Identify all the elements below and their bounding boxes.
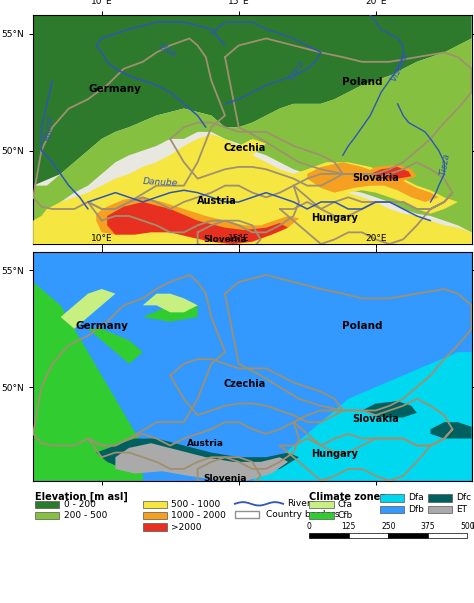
Text: Cfb: Cfb <box>338 511 353 520</box>
Polygon shape <box>33 139 472 244</box>
Text: >2000: >2000 <box>171 523 202 531</box>
Polygon shape <box>115 443 288 481</box>
Bar <box>428 494 452 502</box>
Bar <box>143 501 167 508</box>
Polygon shape <box>107 202 288 244</box>
Polygon shape <box>33 15 472 186</box>
Text: Elevation [m asl]: Elevation [m asl] <box>36 491 128 502</box>
Polygon shape <box>74 329 143 364</box>
Polygon shape <box>96 438 299 481</box>
Bar <box>428 505 452 513</box>
Bar <box>310 533 349 538</box>
Text: Elbe: Elbe <box>156 42 178 59</box>
Polygon shape <box>307 162 439 202</box>
Polygon shape <box>293 162 458 213</box>
Polygon shape <box>96 197 299 244</box>
Polygon shape <box>362 165 417 183</box>
Polygon shape <box>143 294 198 312</box>
Text: 200 - 500: 200 - 500 <box>64 511 107 520</box>
Text: Cfa: Cfa <box>338 500 353 509</box>
Polygon shape <box>370 167 411 178</box>
Polygon shape <box>33 39 472 232</box>
Text: Danube: Danube <box>143 177 178 188</box>
Bar <box>310 501 334 508</box>
Text: Slovakia: Slovakia <box>352 173 399 183</box>
Text: 125: 125 <box>342 522 356 531</box>
Text: 1000 - 2000: 1000 - 2000 <box>171 511 226 520</box>
Bar <box>428 533 467 538</box>
Polygon shape <box>33 251 472 481</box>
Text: Dfc: Dfc <box>456 493 472 502</box>
Text: Poland: Poland <box>342 321 382 330</box>
Text: Austria: Austria <box>197 197 237 206</box>
Bar <box>36 512 60 519</box>
Bar <box>380 505 404 513</box>
Bar <box>388 533 428 538</box>
Polygon shape <box>362 401 417 417</box>
Text: Slovenia: Slovenia <box>203 473 247 482</box>
Polygon shape <box>156 134 266 174</box>
Text: Vistula: Vistula <box>390 51 410 83</box>
Bar <box>310 512 334 519</box>
Text: Czechia: Czechia <box>223 379 265 389</box>
Text: Poland: Poland <box>342 77 382 87</box>
Polygon shape <box>33 15 472 244</box>
Text: Slovakia: Slovakia <box>352 414 399 424</box>
Text: Slovenia: Slovenia <box>203 235 247 244</box>
Bar <box>380 494 404 502</box>
Bar <box>143 523 167 531</box>
Text: Climate zones: Climate zones <box>310 491 386 502</box>
Polygon shape <box>33 282 143 481</box>
Polygon shape <box>88 191 307 242</box>
Text: 0: 0 <box>307 522 312 531</box>
Text: Hungary: Hungary <box>311 213 358 223</box>
Text: Odra: Odra <box>288 59 307 83</box>
Polygon shape <box>252 352 472 481</box>
Polygon shape <box>61 289 115 329</box>
Text: km: km <box>472 522 474 531</box>
Text: 250: 250 <box>381 522 396 531</box>
Bar <box>235 511 259 519</box>
Bar <box>349 533 388 538</box>
Text: 500 - 1000: 500 - 1000 <box>171 500 220 509</box>
Polygon shape <box>430 422 472 438</box>
Bar <box>143 512 167 519</box>
Text: 0 - 200: 0 - 200 <box>64 500 96 509</box>
Text: Country borders: Country borders <box>265 510 339 519</box>
Text: Germany: Germany <box>75 321 128 330</box>
Text: 375: 375 <box>420 522 435 531</box>
Text: 500: 500 <box>460 522 474 531</box>
Text: ET: ET <box>456 505 467 514</box>
Text: Austria: Austria <box>187 438 224 447</box>
Text: Czechia: Czechia <box>223 142 265 153</box>
Text: Hungary: Hungary <box>311 449 358 459</box>
Text: Rhine: Rhine <box>44 115 55 141</box>
Text: Dfb: Dfb <box>408 505 424 514</box>
Text: Tisza: Tisza <box>439 152 452 176</box>
Bar <box>36 501 60 508</box>
Text: Rivers: Rivers <box>287 499 316 508</box>
Text: Germany: Germany <box>89 84 142 94</box>
Text: Dfa: Dfa <box>408 493 424 502</box>
Polygon shape <box>143 305 198 322</box>
Polygon shape <box>33 251 472 481</box>
